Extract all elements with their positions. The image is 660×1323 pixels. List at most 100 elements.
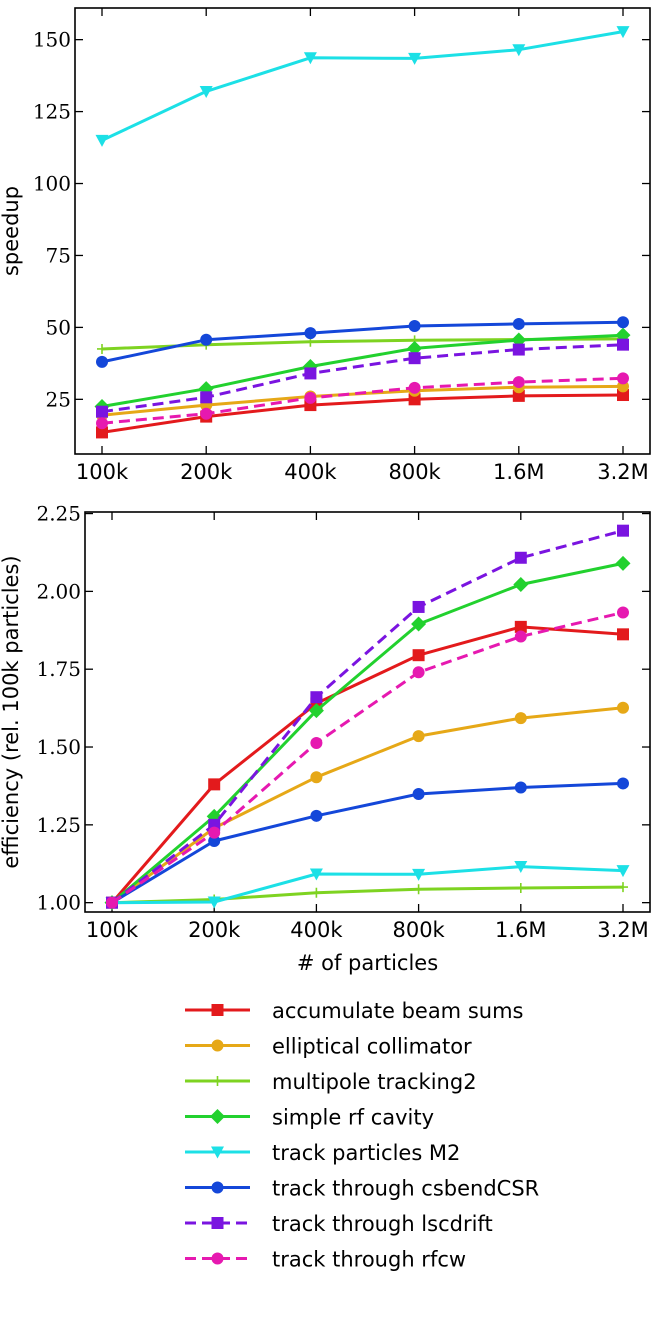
x-tick-label: 1.6M — [495, 918, 547, 942]
x-axis-label: # of particles — [297, 951, 438, 975]
x-tick-label: 400k — [284, 460, 337, 484]
y-tick-label: 1.50 — [36, 735, 81, 759]
data-point — [412, 649, 425, 662]
data-point — [96, 426, 108, 439]
legend-label: track through lscdrift — [272, 1212, 493, 1236]
legend-label: track through csbendCSR — [272, 1177, 539, 1201]
data-point — [208, 778, 221, 791]
plot-frame — [84, 511, 651, 913]
data-point — [408, 381, 421, 394]
data-point — [515, 883, 526, 894]
legend-label: elliptical collimator — [272, 1035, 472, 1059]
data-point — [309, 868, 323, 881]
data-point — [408, 393, 421, 406]
y-axis-label: efficiency (rel. 100k particles) — [0, 555, 23, 868]
data-point — [412, 868, 426, 881]
legend-label: track particles M2 — [272, 1141, 460, 1165]
data-point — [513, 577, 529, 593]
data-point — [617, 372, 629, 385]
legend-entry: elliptical collimator — [185, 1035, 472, 1059]
series-line — [101, 393, 624, 434]
legend-marker — [211, 1217, 224, 1229]
data-point — [411, 616, 427, 632]
data-point — [200, 391, 213, 404]
x-tick-label: 100k — [86, 918, 139, 942]
legend-marker — [210, 1109, 225, 1124]
data-point — [617, 777, 629, 790]
x-tick-label: 800k — [392, 918, 445, 942]
y-tick-label: 100 — [33, 172, 71, 196]
data-point — [617, 701, 629, 714]
plot-frame — [74, 7, 651, 455]
series-multipole-tracking2 — [107, 882, 628, 908]
data-point — [514, 620, 527, 633]
series-line — [111, 529, 624, 904]
chart-panel-1: 25 50 75 100 125 150 100k 200k 400k 800k 1.6M 3.2M s… — [0, 7, 651, 484]
series-simple-rf-cavity — [104, 555, 631, 911]
y-tick-label: 125 — [33, 100, 71, 124]
data-point — [514, 781, 527, 794]
series-track-through-rfcw — [106, 606, 629, 909]
legend-marker — [211, 1039, 224, 1052]
legend-entry: simple rf cavity — [185, 1106, 434, 1130]
data-point — [514, 630, 527, 643]
x-tick-label: 800k — [388, 460, 441, 484]
data-point — [310, 809, 323, 822]
series-line — [111, 865, 624, 905]
data-point — [310, 771, 323, 784]
legend: accumulate beam sums elliptical collimato… — [185, 999, 539, 1272]
chart-panel-2: 1.00 1.25 1.50 1.75 2.00 2.25 100k 200k 400k 800k… — [0, 502, 651, 975]
series-track-through-csbendcsr — [96, 316, 629, 368]
data-point — [617, 389, 629, 402]
x-tick-label: 200k — [180, 460, 233, 484]
data-point — [413, 884, 424, 895]
data-point — [310, 736, 323, 749]
data-point — [303, 52, 317, 65]
data-point — [615, 555, 631, 571]
data-point — [304, 367, 317, 380]
y-tick-label: 2.00 — [36, 579, 81, 603]
data-point — [304, 327, 317, 340]
series-line — [111, 561, 624, 904]
data-point — [96, 417, 108, 430]
x-tick-label: 200k — [188, 918, 241, 942]
x-tick-label: 400k — [290, 918, 343, 942]
data-point — [207, 896, 221, 909]
legend-label: track through rfcw — [272, 1248, 466, 1272]
series-line — [101, 343, 624, 414]
data-point — [304, 391, 317, 404]
x-tick-label: 3.2M — [597, 460, 649, 484]
y-axis-label: speedup — [0, 186, 23, 276]
data-point — [617, 628, 629, 641]
data-point — [617, 338, 629, 351]
series-line — [101, 376, 624, 425]
legend-entry: track through csbendCSR — [185, 1177, 539, 1201]
data-point — [408, 52, 422, 65]
data-point — [311, 887, 322, 898]
legend-marker — [211, 1252, 224, 1265]
data-point — [95, 134, 109, 147]
y-tick-label: 150 — [33, 28, 71, 52]
series-track-through-lscdrift — [96, 338, 629, 418]
series-track-particles-m2 — [105, 861, 630, 910]
y-tick-label: 25 — [46, 387, 71, 411]
data-point — [617, 316, 629, 329]
data-point — [97, 343, 107, 354]
data-point — [514, 551, 527, 564]
legend-marker — [211, 1146, 224, 1159]
y-tick-label: 1.75 — [36, 657, 81, 681]
series-line — [111, 885, 624, 905]
data-point — [208, 826, 221, 839]
data-point — [512, 389, 525, 402]
y-tick-label: 2.25 — [36, 502, 81, 526]
data-point — [616, 26, 630, 39]
data-point — [512, 317, 525, 330]
series-accumulate-beam-sums — [96, 389, 629, 439]
data-point — [412, 730, 425, 743]
data-point — [408, 319, 421, 332]
series-line — [111, 706, 624, 904]
legend-entry: accumulate beam sums — [185, 999, 523, 1023]
data-point — [512, 376, 525, 389]
data-point — [310, 691, 323, 704]
